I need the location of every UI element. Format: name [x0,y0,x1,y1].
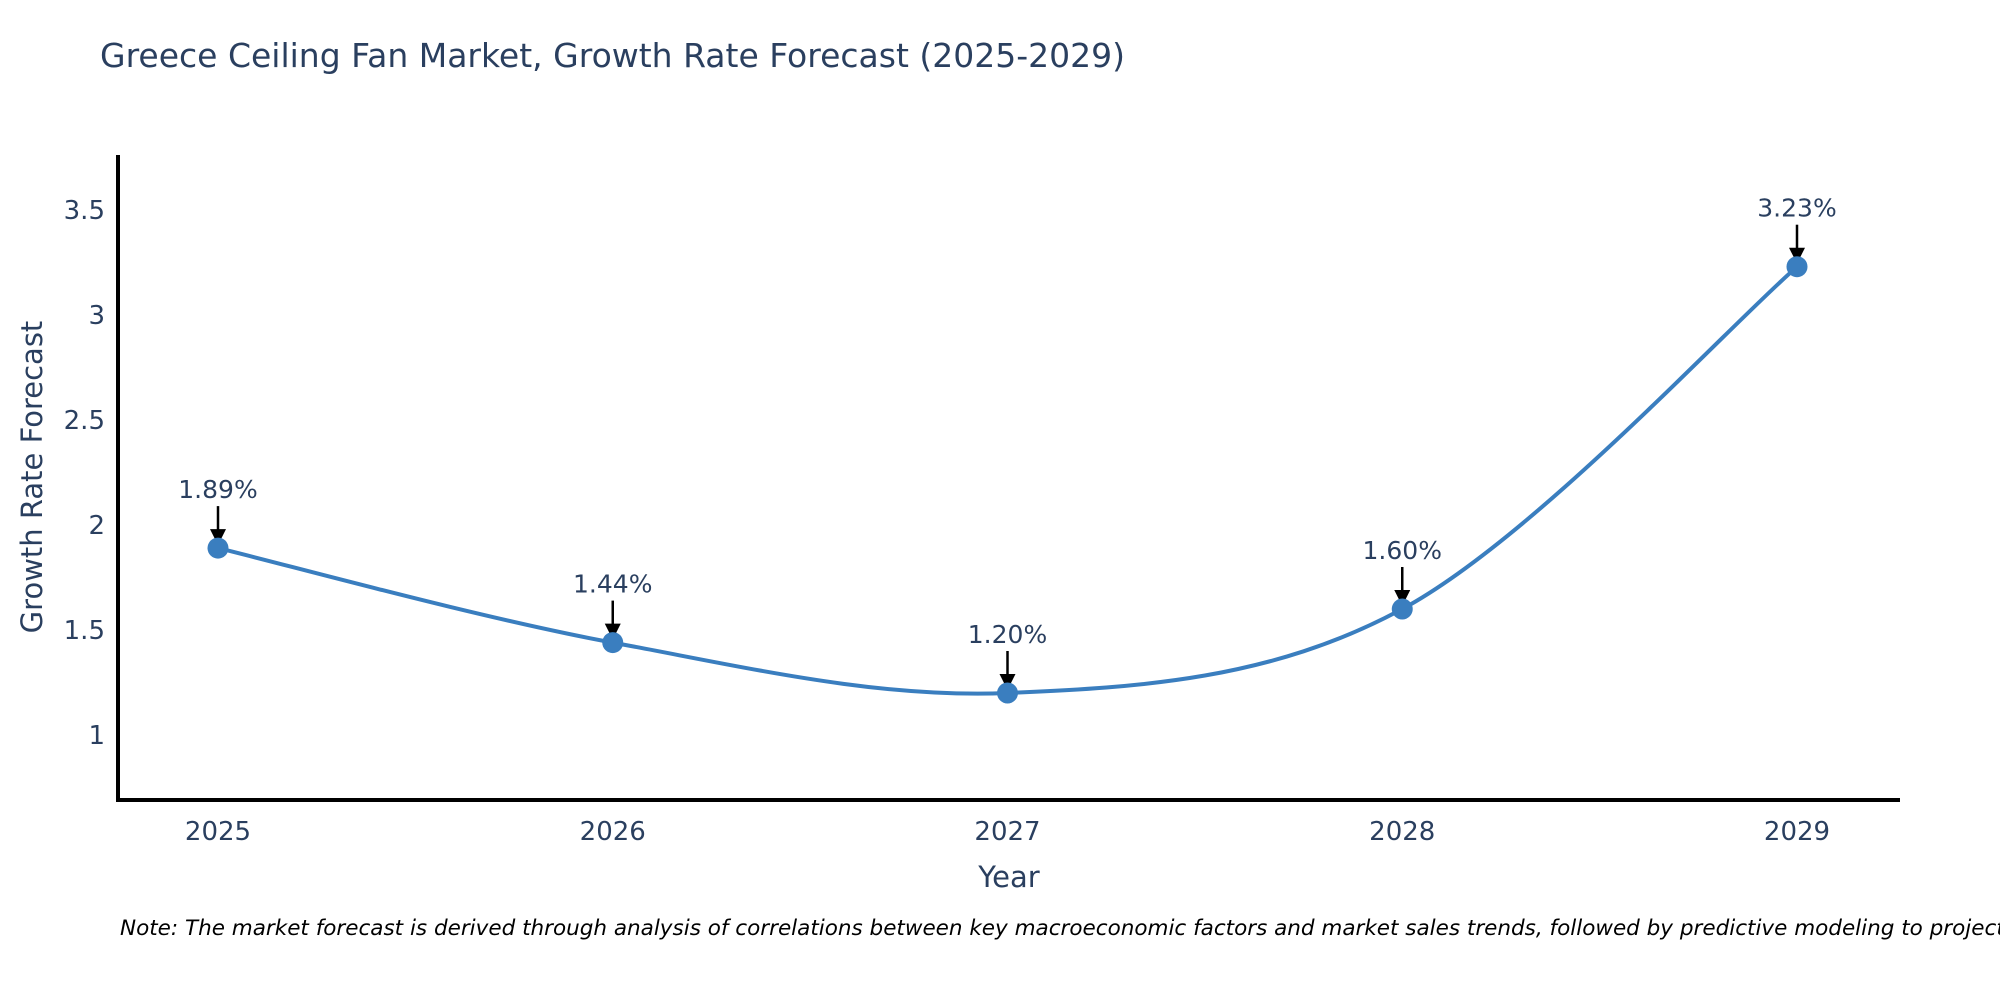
annotation-arrow-head [1394,590,1411,606]
point-annotation-label: 1.44% [573,570,652,599]
data-point-marker[interactable] [1391,598,1413,620]
y-tick-label: 3 [88,301,105,331]
x-tick-label: 2027 [974,817,1040,847]
y-tick-label: 1.5 [64,616,105,646]
data-point-marker[interactable] [997,682,1018,704]
data-point-marker[interactable] [602,632,624,654]
data-point-marker[interactable] [207,537,229,559]
y-tick-label: 1 [88,721,105,751]
data-point-marker[interactable] [1786,256,1808,278]
x-axis-title: Year [978,860,1040,894]
annotation-arrow-head [210,529,226,546]
annotation-arrow-head [1789,247,1805,264]
annotation-arrow-head [604,623,621,640]
point-annotation-label: 3.23% [1757,194,1836,223]
x-tick-label: 2026 [580,817,646,847]
y-tick-label: 2.5 [64,406,105,436]
footnote: Note: The market forecast is derived thr… [120,916,2000,941]
y-tick-label: 2 [88,511,105,541]
point-annotation-label: 1.89% [178,475,257,504]
point-annotation-label: 1.60% [1363,536,1442,565]
x-tick-label: 2029 [1764,817,1830,847]
x-tick-label: 2028 [1369,817,1435,847]
chart-title: Greece Ceiling Fan Market, Growth Rate F… [100,36,1125,75]
annotation-arrow-head [999,674,1016,690]
point-annotation-label: 1.20% [968,620,1047,649]
x-tick-label: 2025 [185,817,251,847]
y-tick-label: 3.5 [64,196,105,226]
